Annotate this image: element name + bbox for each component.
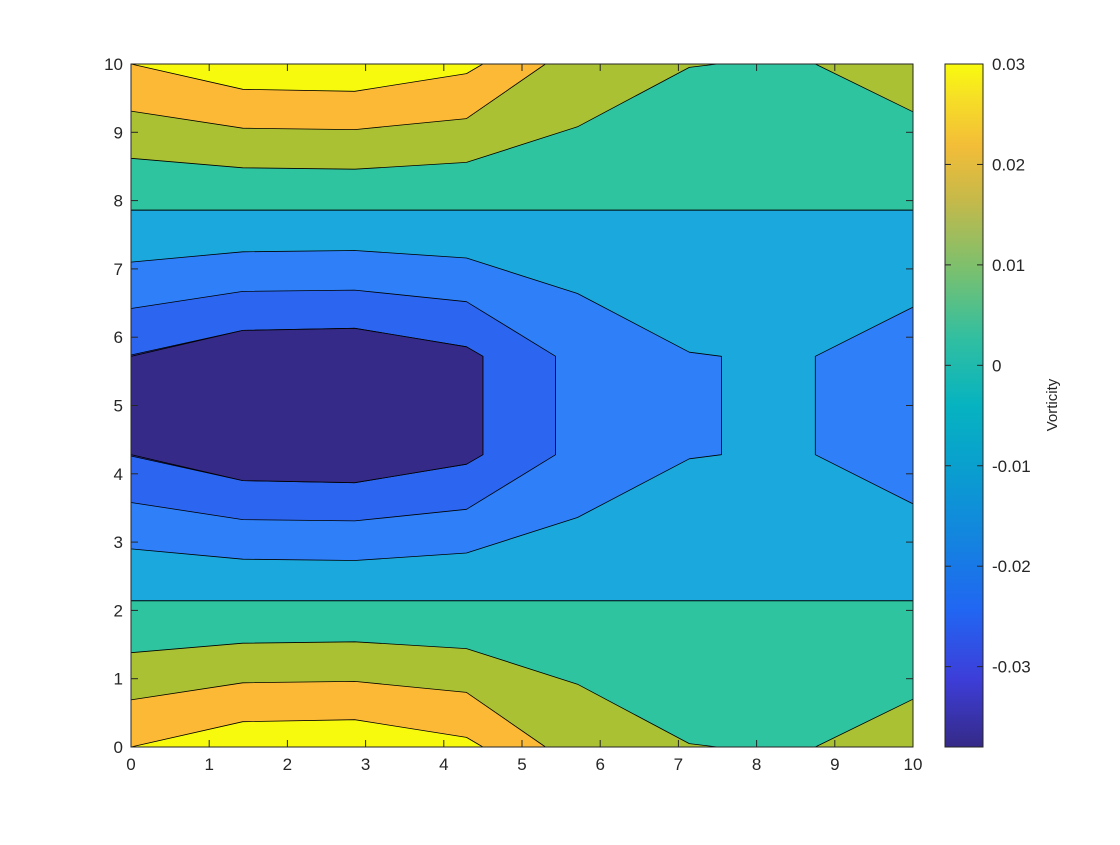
colorbar: 0.03 0.02 0.01 0 -0.01 -0.02 -0.03 <box>944 55 1031 748</box>
colorbar-bar <box>944 63 984 748</box>
colorbar-tick-label: 0.03 <box>992 55 1025 74</box>
colorbar-tick-label: -0.01 <box>992 457 1031 476</box>
y-tick-label: 1 <box>114 670 123 689</box>
colorbar-tick-label: -0.03 <box>992 658 1031 677</box>
y-tick-label: 10 <box>104 55 123 74</box>
y-axis: 0 1 2 3 4 5 6 7 8 9 10 <box>104 55 913 757</box>
x-tick-label: 2 <box>283 755 292 774</box>
x-tick-label: 9 <box>830 755 839 774</box>
x-tick-label: 6 <box>595 755 604 774</box>
x-tick-label: 1 <box>204 755 213 774</box>
colorbar-label: Vorticity <box>1044 378 1061 431</box>
y-tick-label: 6 <box>114 328 123 347</box>
colorbar-tick-label: 0 <box>992 356 1001 375</box>
colorbar-tick-label: 0.01 <box>992 256 1025 275</box>
y-tick-label: 3 <box>114 533 123 552</box>
y-tick-label: 0 <box>114 738 123 757</box>
y-tick-label: 5 <box>114 397 123 416</box>
y-tick-label: 9 <box>114 123 123 142</box>
region-middle-core <box>130 327 484 484</box>
x-tick-label: 10 <box>904 755 923 774</box>
x-tick-label: 3 <box>361 755 370 774</box>
x-tick-label: 4 <box>439 755 448 774</box>
plot-area <box>130 63 914 748</box>
colorbar-tick-label: 0.02 <box>992 155 1025 174</box>
y-tick-label: 8 <box>114 192 123 211</box>
y-tick-label: 7 <box>114 260 123 279</box>
y-tick-label: 4 <box>114 465 123 484</box>
x-axis: 0 1 2 3 4 5 6 7 8 9 10 <box>126 64 922 774</box>
x-tick-label: 0 <box>126 755 135 774</box>
x-tick-label: 8 <box>752 755 761 774</box>
x-tick-label: 5 <box>517 755 526 774</box>
y-tick-label: 2 <box>114 601 123 620</box>
x-tick-label: 7 <box>674 755 683 774</box>
colorbar-tick-label: -0.02 <box>992 557 1031 576</box>
